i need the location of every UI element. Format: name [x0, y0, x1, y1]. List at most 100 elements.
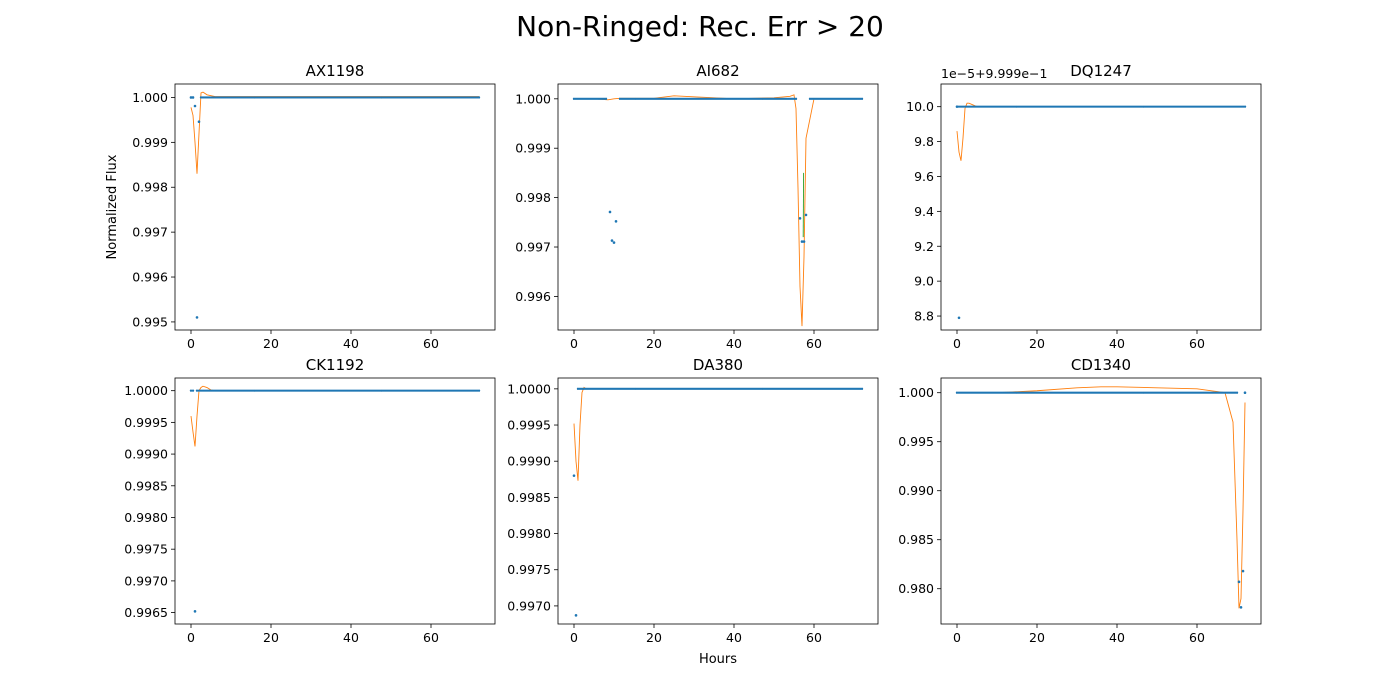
- data-point: [680, 387, 684, 391]
- data-point: [628, 97, 632, 101]
- data-point: [680, 97, 684, 101]
- y-tick-label: 0.9970: [124, 573, 168, 588]
- data-point: [1163, 105, 1167, 108]
- data-point: [646, 387, 650, 391]
- data-point: [632, 387, 636, 391]
- data-point: [415, 96, 419, 99]
- data-point: [1053, 391, 1057, 394]
- data-point: [830, 387, 834, 391]
- data-point: [431, 96, 435, 99]
- data-point: [600, 387, 604, 391]
- axes-frame: [557, 377, 879, 625]
- data-point: [1125, 391, 1129, 394]
- data-point: [221, 389, 225, 392]
- data-point: [1097, 105, 1101, 108]
- y-tick-label: 0.9985: [124, 478, 168, 493]
- data-point: [802, 387, 806, 391]
- data-point: [1209, 391, 1213, 394]
- data-point: [401, 389, 405, 392]
- data-point: [355, 96, 359, 99]
- data-point: [1119, 391, 1123, 394]
- data-point: [395, 96, 399, 99]
- data-point: [371, 389, 375, 392]
- data-point: [1225, 391, 1229, 394]
- x-tick-label: 0: [570, 630, 578, 645]
- data-point: [810, 97, 814, 101]
- data-point: [383, 389, 387, 392]
- data-point: [850, 97, 854, 101]
- data-point: [1167, 105, 1171, 108]
- data-point: [730, 387, 734, 391]
- data-point: [1201, 105, 1205, 108]
- data-point: [840, 387, 844, 391]
- data-point: [690, 97, 694, 101]
- data-point: [688, 97, 692, 101]
- data-point: [1221, 391, 1225, 394]
- y-tick-label: 1.0000: [124, 383, 168, 398]
- data-point: [1001, 391, 1005, 394]
- data-point: [1041, 391, 1045, 394]
- data-point: [1193, 391, 1197, 394]
- data-point: [1143, 391, 1147, 394]
- data-point: [467, 96, 471, 99]
- x-tick-label: 40: [726, 336, 742, 351]
- data-point: [616, 387, 620, 391]
- data-point: [1159, 391, 1163, 394]
- data-point: [1235, 105, 1239, 108]
- data-point: [1229, 105, 1233, 108]
- data-point: [999, 391, 1003, 394]
- data-point: [1081, 105, 1085, 108]
- data-point: [658, 387, 662, 391]
- data-point: [574, 614, 578, 617]
- data-point: [351, 389, 355, 392]
- data-point: [614, 387, 618, 391]
- data-point: [375, 96, 379, 99]
- data-point: [997, 391, 1001, 394]
- data-point: [1195, 391, 1199, 394]
- data-point: [612, 241, 616, 244]
- data-point: [740, 387, 744, 391]
- data-point: [572, 474, 576, 477]
- data-point: [790, 97, 794, 101]
- data-point: [1181, 391, 1185, 394]
- data-point: [800, 240, 804, 243]
- data-point: [417, 96, 421, 99]
- data-point: [429, 389, 433, 392]
- data-point: [253, 96, 257, 99]
- data-point: [590, 387, 594, 391]
- data-point: [804, 213, 808, 217]
- data-point: [363, 96, 367, 99]
- data-point: [726, 387, 730, 391]
- data-point: [295, 389, 299, 392]
- data-point: [642, 387, 646, 391]
- data-point: [1117, 391, 1121, 394]
- model-line: [957, 386, 1246, 609]
- data-point: [229, 96, 233, 99]
- y-tick-label: 9.2: [914, 239, 934, 254]
- y-tick-label: 0.997: [132, 225, 168, 240]
- data-point: [602, 97, 606, 101]
- data-point: [1201, 391, 1205, 394]
- data-point: [1103, 391, 1107, 394]
- data-point: [578, 97, 582, 101]
- data-point: [1021, 391, 1025, 394]
- data-point: [967, 105, 971, 108]
- data-point: [1187, 391, 1191, 394]
- data-point: [1243, 105, 1247, 108]
- data-point: [245, 389, 249, 392]
- model-line: [956, 102, 1245, 161]
- data-point: [405, 389, 409, 392]
- data-point: [578, 387, 582, 391]
- data-point: [758, 387, 762, 391]
- data-point: [1105, 105, 1109, 108]
- data-point: [762, 97, 766, 101]
- data-point: [301, 96, 305, 99]
- data-point: [608, 387, 612, 391]
- data-point: [762, 387, 766, 391]
- data-point: [357, 96, 361, 99]
- data-point: [219, 389, 223, 392]
- x-tick-label: 20: [1029, 630, 1045, 645]
- subplot-6: CD1340 0 20 40 60 0.980 0.985 0.990 0.995 1.000: [898, 356, 1262, 645]
- data-point: [435, 96, 439, 99]
- data-point: [1127, 105, 1131, 108]
